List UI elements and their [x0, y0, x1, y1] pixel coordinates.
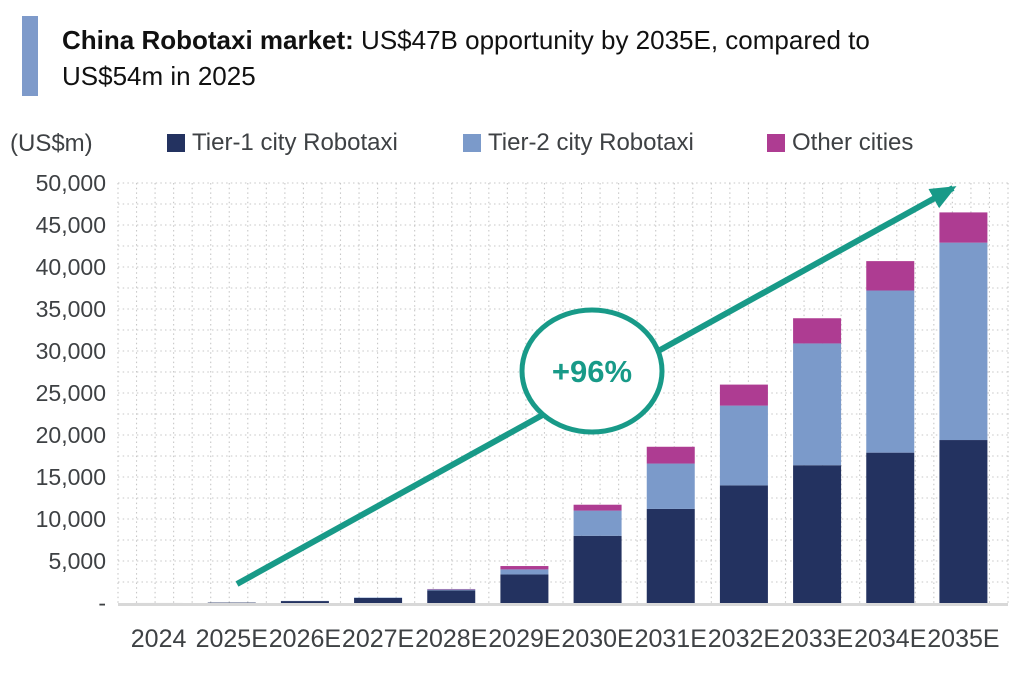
- legend-swatch-icon: [463, 134, 481, 152]
- title-accent-bar: [22, 16, 38, 96]
- growth-annotation-circle: [519, 307, 665, 435]
- y-tick-label: -: [98, 590, 106, 616]
- x-tick-label: 2025E: [196, 625, 268, 653]
- x-tick-label: 2024: [131, 625, 187, 653]
- bar-segment-2034E-tier-2-city-robotaxi: [866, 290, 915, 453]
- bar-segment-2029E-tier-2-city-robotaxi: [500, 569, 549, 575]
- x-tick-label: 2031E: [635, 625, 707, 653]
- y-tick-label: 5,000: [48, 548, 106, 574]
- legend-item-other-cities: Other cities: [767, 129, 914, 156]
- y-tick-label: 30,000: [36, 338, 106, 364]
- bar-segment-2033E-other-cities: [793, 318, 842, 344]
- legend-swatch-icon: [167, 134, 185, 152]
- y-tick-label: 40,000: [36, 254, 106, 280]
- bar-segment-2034E-other-cities: [866, 261, 915, 291]
- page-title-rest: US$47B opportunity by 2035E, compared to…: [62, 25, 870, 91]
- legend-swatch-icon: [767, 134, 785, 152]
- bar-segment-2030E-tier-1-city-robotaxi: [573, 535, 622, 603]
- page-title: China Robotaxi market: US$47B opportunit…: [62, 22, 962, 94]
- legend-label: Other cities: [792, 129, 914, 156]
- bar-segment-2035E-tier-1-city-robotaxi: [939, 440, 988, 603]
- x-tick-label: 2028E: [415, 625, 487, 653]
- bar-segment-2030E-tier-2-city-robotaxi: [573, 510, 622, 536]
- bar-segment-2031E-tier-1-city-robotaxi: [646, 508, 695, 603]
- x-tick-label: 2035E: [927, 625, 999, 653]
- bar-segment-2026E-tier-1-city-robotaxi: [280, 601, 329, 603]
- bar-segment-2035E-tier-2-city-robotaxi: [939, 242, 988, 441]
- bar-segment-2030E-other-cities: [573, 504, 622, 511]
- bar-segment-2028E-tier-1-city-robotaxi: [427, 590, 476, 603]
- bar-segment-2033E-tier-2-city-robotaxi: [793, 343, 842, 466]
- bar-segment-2031E-tier-2-city-robotaxi: [646, 463, 695, 509]
- x-tick-label: 2029E: [488, 625, 560, 653]
- y-tick-label: 50,000: [36, 170, 106, 196]
- chart-legend: Tier-1 city Robotaxi Tier-2 city Robotaxi…: [0, 129, 1024, 156]
- legend-item-tier-2-city-robotaxi: Tier-2 city Robotaxi: [463, 129, 694, 156]
- y-tick-label: 15,000: [36, 464, 106, 490]
- bar-segment-2032E-tier-2-city-robotaxi: [719, 405, 768, 486]
- legend-label: Tier-1 city Robotaxi: [192, 129, 398, 156]
- legend-label: Tier-2 city Robotaxi: [488, 129, 694, 156]
- y-axis-unit-label: (US$m): [10, 130, 93, 157]
- y-tick-label: 10,000: [36, 506, 106, 532]
- x-tick-label: 2027E: [342, 625, 414, 653]
- bar-segment-2027E-tier-1-city-robotaxi: [354, 597, 403, 603]
- y-tick-label: 45,000: [36, 212, 106, 238]
- x-tick-label: 2034E: [854, 625, 926, 653]
- robotaxi-stacked-bar-chart: - 5,000 10,000 15,000 20,000 25,000 30,000 35,0…: [36, 170, 1009, 653]
- bar-segment-2034E-tier-1-city-robotaxi: [866, 452, 915, 603]
- bar-segment-2029E-tier-1-city-robotaxi: [500, 574, 549, 603]
- page-title-bold: China Robotaxi market:: [62, 25, 354, 55]
- y-tick-label: 20,000: [36, 422, 106, 448]
- x-tick-label: 2030E: [561, 625, 633, 653]
- x-tick-label: 2033E: [781, 625, 853, 653]
- growth-annotation-label: +96%: [552, 354, 632, 389]
- bar-segment-2032E-tier-1-city-robotaxi: [719, 485, 768, 603]
- bar-segment-2029E-other-cities: [500, 566, 549, 570]
- y-tick-label: 35,000: [36, 296, 106, 322]
- legend-item-tier-1-city-robotaxi: Tier-1 city Robotaxi: [167, 129, 398, 156]
- x-tick-label: 2026E: [269, 625, 341, 653]
- bar-segment-2028E-tier-2-city-robotaxi: [427, 589, 476, 591]
- bar-segment-2033E-tier-1-city-robotaxi: [793, 465, 842, 603]
- bar-segment-2031E-other-cities: [646, 446, 695, 464]
- bar-segment-2032E-other-cities: [719, 384, 768, 406]
- y-tick-label: 25,000: [36, 380, 106, 406]
- x-tick-label: 2032E: [708, 625, 780, 653]
- bar-segment-2035E-other-cities: [939, 212, 988, 243]
